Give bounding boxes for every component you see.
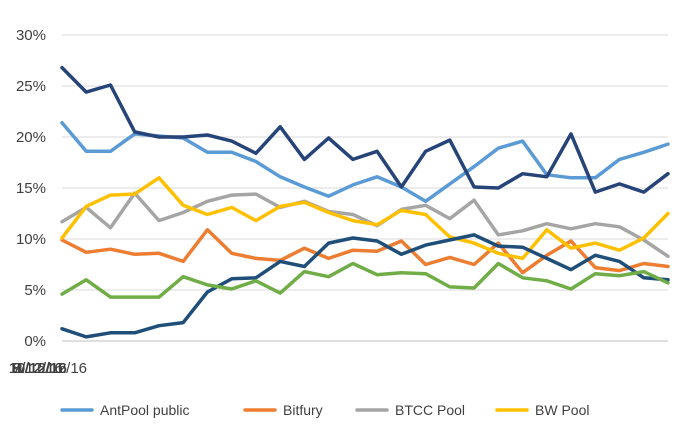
legend-label: BW Pool <box>535 402 589 418</box>
series-line <box>60 191 670 259</box>
y-tick-label: 10% <box>16 231 46 248</box>
y-tick-label: 30% <box>16 27 46 44</box>
series-lines <box>60 65 670 339</box>
series-line <box>60 176 670 261</box>
y-tick-label: 5% <box>24 282 46 299</box>
x-tick-label: 9/12/16 <box>13 360 63 377</box>
x-tick-label: 11/12/16 <box>9 360 66 377</box>
series-line <box>60 261 670 299</box>
legend-label: AntPool public <box>100 402 190 418</box>
legend: AntPool public Bitfury BTCC Pool BW Pool <box>60 402 589 418</box>
x-tick-label: 10/12/16 <box>9 360 67 377</box>
x-tick-label: 8/12/16 <box>13 360 63 377</box>
y-tick-label: 15% <box>16 180 46 197</box>
y-tick-label: 0% <box>24 333 46 350</box>
x-axis-tick-labels: 6/12/167/12/168/12/169/12/1610/12/1611/1… <box>9 360 87 377</box>
y-tick-label: 20% <box>16 129 46 146</box>
y-tick-label: 25% <box>16 78 46 95</box>
x-tick-label: 6/12/16 <box>37 360 87 377</box>
legend-label: Bitfury <box>283 402 323 418</box>
series-line <box>60 65 670 194</box>
x-tick-label: 7/12/16 <box>13 360 63 377</box>
y-axis-tick-labels: 0% 5% 10% 15% 20% 25% 30% <box>16 27 46 350</box>
series-line <box>60 233 670 339</box>
legend-label: BTCC Pool <box>395 402 465 418</box>
